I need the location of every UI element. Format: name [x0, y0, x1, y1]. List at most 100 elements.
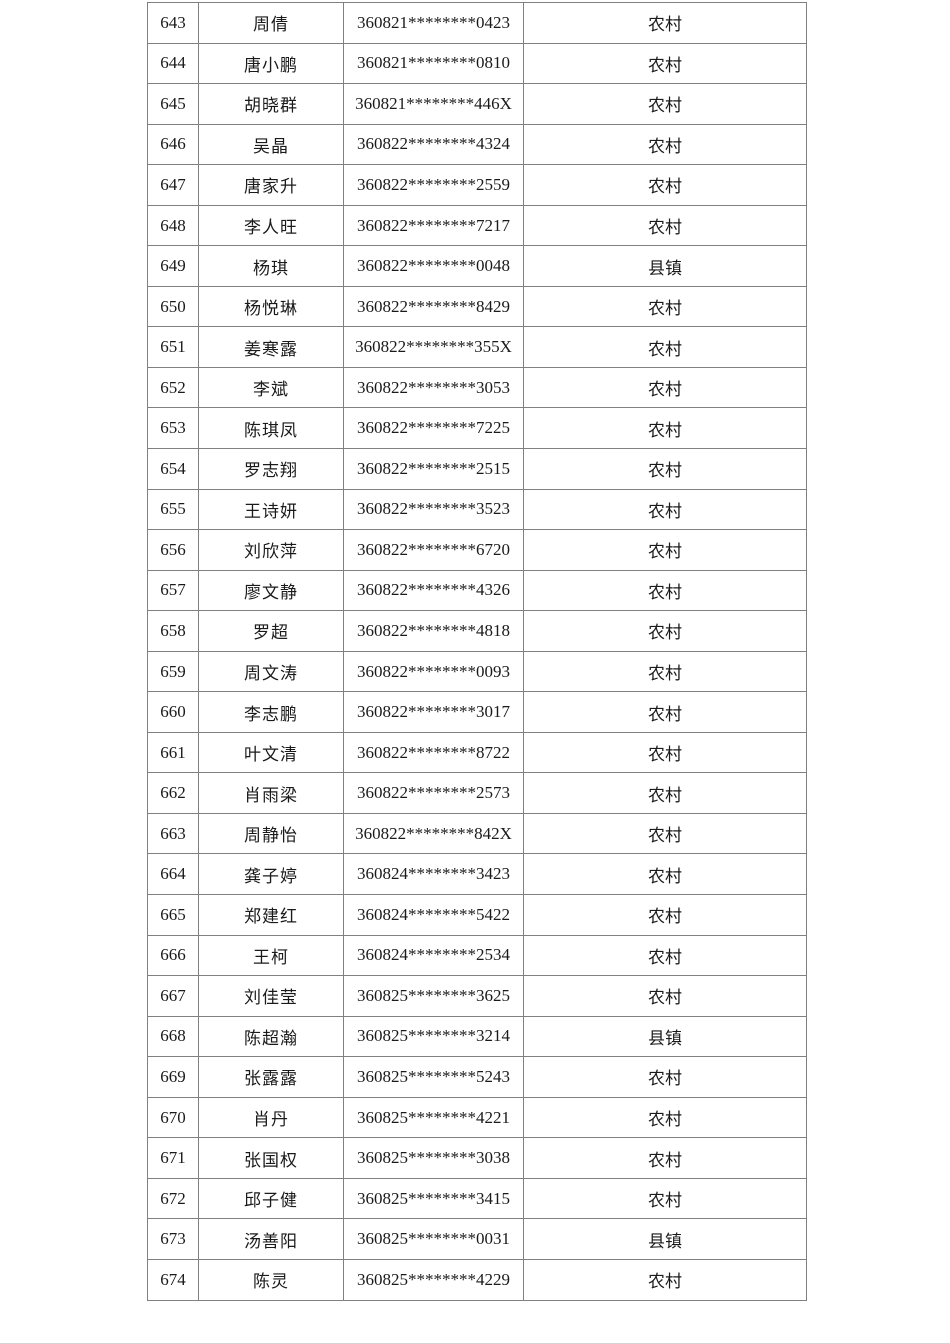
serial-number-cell: 646 — [147, 123, 199, 166]
id-number-cell: 360822********4326 — [343, 569, 524, 612]
serial-number-cell: 665 — [147, 894, 199, 936]
residence-type-cell: 农村 — [523, 731, 807, 774]
serial-number-cell: 656 — [147, 529, 199, 571]
table-row: 661 叶文清 360822********8722 农村 — [147, 731, 807, 774]
id-number-cell: 360822********0093 — [343, 650, 524, 693]
name-cell: 刘佳莹 — [198, 975, 344, 1017]
residence-type-cell: 农村 — [523, 42, 807, 85]
serial-number-cell: 645 — [147, 83, 199, 125]
serial-number-cell: 668 — [147, 1015, 199, 1058]
name-cell: 唐家升 — [198, 164, 344, 206]
name-cell: 汤善阳 — [198, 1218, 344, 1260]
id-number-cell: 360822********2515 — [343, 448, 524, 490]
residence-type-cell: 农村 — [523, 448, 807, 490]
id-number-cell: 360824********3423 — [343, 853, 524, 896]
table-row: 665 郑建红 360824********5422 农村 — [147, 894, 807, 936]
serial-number-cell: 673 — [147, 1218, 199, 1260]
serial-number-cell: 653 — [147, 407, 199, 450]
id-number-cell: 360821********0423 — [343, 2, 524, 44]
name-cell: 廖文静 — [198, 569, 344, 612]
id-number-cell: 360822********6720 — [343, 529, 524, 571]
name-cell: 王诗妍 — [198, 488, 344, 531]
table-row: 662 肖雨梁 360822********2573 农村 — [147, 772, 807, 814]
id-number-cell: 360822********842X — [343, 812, 524, 855]
table-row: 647 唐家升 360822********2559 农村 — [147, 164, 807, 206]
table-row: 670 肖丹 360825********4221 农村 — [147, 1096, 807, 1139]
residence-type-cell: 农村 — [523, 83, 807, 125]
name-cell: 姜寒露 — [198, 326, 344, 368]
name-cell: 肖丹 — [198, 1096, 344, 1139]
id-number-cell: 360825********4229 — [343, 1258, 524, 1301]
serial-number-cell: 661 — [147, 731, 199, 774]
serial-number-cell: 654 — [147, 448, 199, 490]
residence-type-cell: 农村 — [523, 1177, 807, 1220]
name-cell: 李志鹏 — [198, 691, 344, 733]
residence-type-cell: 农村 — [523, 2, 807, 44]
table-row: 651 姜寒露 360822********355X 农村 — [147, 326, 807, 368]
id-number-cell: 360822********2559 — [343, 164, 524, 206]
serial-number-cell: 652 — [147, 366, 199, 409]
name-cell: 罗志翔 — [198, 448, 344, 490]
id-number-cell: 360822********2573 — [343, 772, 524, 814]
serial-number-cell: 670 — [147, 1096, 199, 1139]
name-cell: 刘欣萍 — [198, 529, 344, 571]
serial-number-cell: 663 — [147, 812, 199, 855]
residence-type-cell: 农村 — [523, 691, 807, 733]
name-cell: 李斌 — [198, 366, 344, 409]
serial-number-cell: 662 — [147, 772, 199, 814]
table-row: 649 杨琪 360822********0048 县镇 — [147, 245, 807, 287]
roster-table-body: 643 周倩 360821********0423 农村 644 唐小鹏 360… — [147, 2, 807, 1301]
name-cell: 周倩 — [198, 2, 344, 44]
residence-type-cell: 县镇 — [523, 1015, 807, 1058]
serial-number-cell: 674 — [147, 1258, 199, 1301]
residence-type-cell: 县镇 — [523, 1218, 807, 1260]
serial-number-cell: 667 — [147, 975, 199, 1017]
serial-number-cell: 647 — [147, 164, 199, 206]
name-cell: 郑建红 — [198, 894, 344, 936]
table-row: 656 刘欣萍 360822********6720 农村 — [147, 529, 807, 571]
residence-type-cell: 农村 — [523, 123, 807, 166]
residence-type-cell: 农村 — [523, 1258, 807, 1301]
table-row: 648 李人旺 360822********7217 农村 — [147, 204, 807, 247]
table-row: 673 汤善阳 360825********0031 县镇 — [147, 1218, 807, 1260]
name-cell: 胡晓群 — [198, 83, 344, 125]
id-number-cell: 360822********8722 — [343, 731, 524, 774]
name-cell: 杨琪 — [198, 245, 344, 287]
table-row: 664 龚子婷 360824********3423 农村 — [147, 853, 807, 896]
table-row: 658 罗超 360822********4818 农村 — [147, 610, 807, 652]
id-number-cell: 360822********4324 — [343, 123, 524, 166]
name-cell: 唐小鹏 — [198, 42, 344, 85]
table-row: 660 李志鹏 360822********3017 农村 — [147, 691, 807, 733]
id-number-cell: 360821********0810 — [343, 42, 524, 85]
serial-number-cell: 666 — [147, 934, 199, 977]
serial-number-cell: 650 — [147, 285, 199, 328]
residence-type-cell: 农村 — [523, 326, 807, 368]
table-row: 669 张露露 360825********5243 农村 — [147, 1056, 807, 1098]
name-cell: 叶文清 — [198, 731, 344, 774]
id-number-cell: 360822********0048 — [343, 245, 524, 287]
residence-type-cell: 农村 — [523, 853, 807, 896]
serial-number-cell: 644 — [147, 42, 199, 85]
residence-type-cell: 农村 — [523, 610, 807, 652]
table-row: 644 唐小鹏 360821********0810 农村 — [147, 42, 807, 85]
table-row: 674 陈灵 360825********4229 农村 — [147, 1258, 807, 1301]
residence-type-cell: 农村 — [523, 366, 807, 409]
residence-type-cell: 农村 — [523, 1056, 807, 1098]
id-number-cell: 360822********3017 — [343, 691, 524, 733]
residence-type-cell: 农村 — [523, 1096, 807, 1139]
id-number-cell: 360825********0031 — [343, 1218, 524, 1260]
serial-number-cell: 657 — [147, 569, 199, 612]
serial-number-cell: 648 — [147, 204, 199, 247]
residence-type-cell: 农村 — [523, 569, 807, 612]
residence-type-cell: 农村 — [523, 650, 807, 693]
serial-number-cell: 660 — [147, 691, 199, 733]
name-cell: 邱子健 — [198, 1177, 344, 1220]
id-number-cell: 360824********2534 — [343, 934, 524, 977]
table-row: 652 李斌 360822********3053 农村 — [147, 366, 807, 409]
serial-number-cell: 669 — [147, 1056, 199, 1098]
residence-type-cell: 农村 — [523, 285, 807, 328]
residence-type-cell: 农村 — [523, 1137, 807, 1179]
serial-number-cell: 672 — [147, 1177, 199, 1220]
id-number-cell: 360822********7217 — [343, 204, 524, 247]
